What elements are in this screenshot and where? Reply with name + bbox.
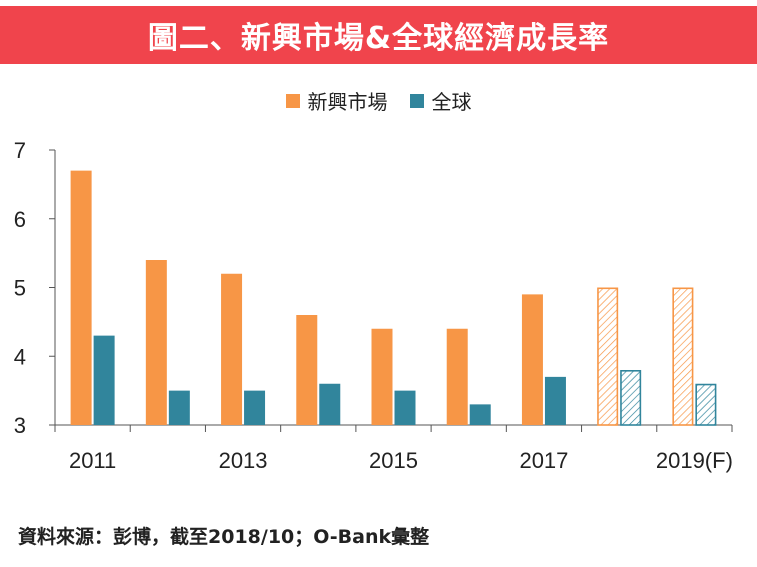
bar-emerging-2015 [371,328,393,425]
source-note: 資料來源：彭博，截至2018/10；O-Bank彙整 [18,526,430,548]
bar-global-2018 [620,369,642,426]
legend-label-global: 全球 [431,90,472,114]
bar-global-2016 [469,404,491,425]
bar-emerging-2014 [296,315,318,425]
bar-global-2014 [319,383,341,425]
x-tick-label: 2013 [219,448,268,473]
bar-emerging-2013 [221,273,243,425]
legend-label-emerging: 新興市場 [307,90,388,114]
y-tick-label: 6 [14,207,26,232]
x-tick-label: 2019(F) [656,448,733,473]
x-tick-label: 2015 [369,448,418,473]
y-tick-label: 3 [14,413,26,438]
y-tick-label: 7 [14,138,26,163]
x-axis: 2011 2013 2015 2017 2019(F) [54,424,733,473]
legend-swatch-global [409,93,424,108]
bar-emerging-2016 [446,328,468,425]
y-tick-label: 4 [14,344,26,369]
bar-global-2011 [93,335,115,425]
x-tick-label: 2011 [69,448,116,473]
y-tick-label: 5 [14,276,26,301]
bar-emerging-2017 [521,294,543,425]
bar-global-2013 [244,390,266,425]
bar-emerging-2012 [145,260,167,425]
bar-emerging-2011 [70,170,92,425]
bars [70,170,717,426]
legend-item-emerging: 新興市場 [285,86,388,115]
legend-item-global: 全球 [409,86,472,115]
legend: 新興市場 全球 [0,86,757,115]
bar-global-2015 [394,390,416,425]
bar-global-2012 [168,390,190,425]
x-tick-label: 2017 [519,448,568,473]
y-axis: 3 4 5 6 7 [14,138,56,438]
bar-global-2019(F) [695,383,717,426]
bar-global-2017 [544,376,566,425]
legend-swatch-emerging [285,93,300,108]
bar-emerging-2019(F) [672,287,694,426]
bar-emerging-2018 [597,287,619,426]
chart-title: 圖二、新興市場&全球經濟成長率 [0,6,757,64]
